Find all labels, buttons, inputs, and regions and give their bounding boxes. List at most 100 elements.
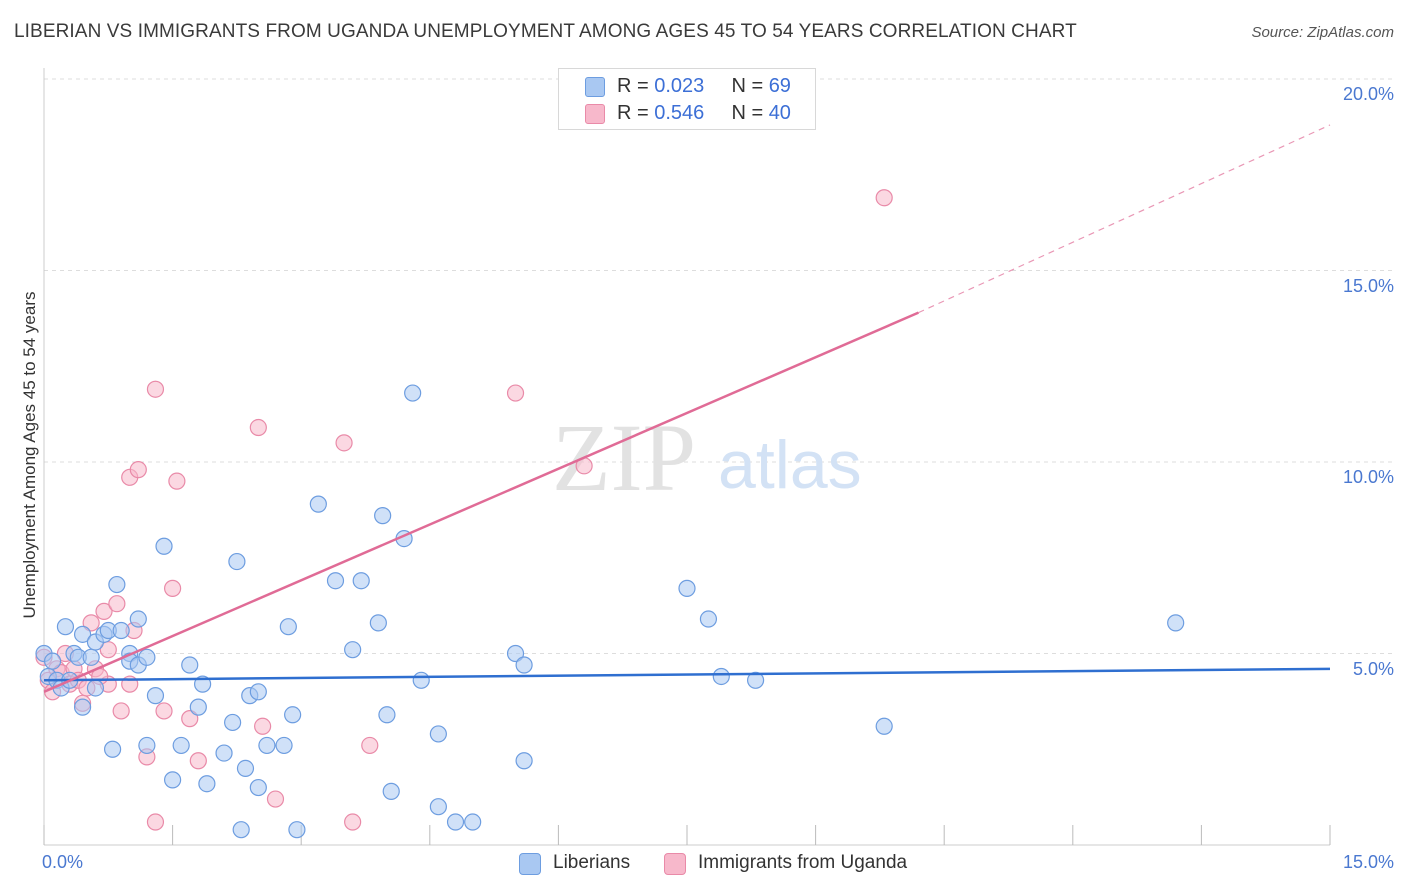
liberian-point [515, 656, 533, 674]
source-credit: Source: ZipAtlas.com [1251, 24, 1394, 41]
liberian-point [138, 648, 156, 666]
liberian-point [429, 798, 447, 816]
uganda-point [95, 602, 113, 620]
x-tick-label: 15.0% [1342, 852, 1394, 872]
grid-lines [44, 78, 1394, 654]
liberian-point [73, 625, 92, 643]
liberian-point [198, 775, 216, 793]
liberian-point [228, 552, 246, 571]
liberian-point [746, 671, 765, 689]
uganda-point [129, 461, 147, 479]
liberian-point [56, 618, 75, 636]
chart-title: LIBERIAN VS IMMIGRANTS FROM UGANDA UNEMP… [14, 21, 1077, 42]
liberian-point [309, 495, 327, 513]
y-tick-label: 5.0% [1352, 658, 1394, 679]
liberian-point [344, 641, 362, 659]
y-tick-label: 15.0% [1342, 275, 1394, 296]
liberians-trend-line [43, 667, 1331, 682]
liberian-point [146, 687, 165, 705]
liberian-point [249, 778, 267, 797]
correlation-legend: R = 0.023 N = 69 R = 0.546 N = 40 [558, 68, 816, 130]
uganda-point [108, 595, 126, 613]
uganda-point [189, 752, 207, 770]
liberian-point [374, 507, 392, 525]
uganda-point [266, 790, 285, 808]
legend-swatch-liberians [585, 77, 605, 97]
liberian-point [352, 572, 370, 590]
liberian-point [155, 537, 173, 555]
liberian-point [249, 683, 267, 701]
liberian-point [875, 717, 893, 735]
uganda-point [112, 702, 130, 720]
uganda-point [506, 384, 525, 402]
liberian-point [108, 575, 126, 594]
liberian-point [275, 736, 293, 755]
liberian-point [678, 579, 696, 597]
uganda-point [82, 614, 100, 632]
liberian-points [35, 384, 1185, 839]
uganda-trend-extension [918, 124, 1331, 314]
liberian-point [189, 698, 207, 716]
liberian-point [284, 706, 302, 724]
y-tick-label: 20.0% [1342, 84, 1394, 104]
bottom-legend-swatch-uganda [664, 853, 686, 875]
liberian-point [43, 652, 62, 670]
liberian-point [712, 667, 730, 686]
axes [43, 68, 1331, 846]
liberian-point [129, 610, 147, 628]
uganda-point [335, 434, 353, 452]
bottom-legend-swatch-liberians [519, 853, 541, 875]
liberian-point [103, 740, 122, 758]
watermark: ZIP atlas [552, 404, 862, 511]
watermark-atlas: atlas [718, 427, 862, 503]
liberian-point [404, 384, 422, 402]
liberian-point [258, 736, 276, 755]
y-tick-label: 10.0% [1342, 467, 1394, 487]
y-axis-label: Unemployment Among Ages 45 to 54 years [20, 291, 39, 619]
liberian-point [288, 821, 306, 839]
uganda-point [168, 472, 186, 490]
uganda-trend-line [43, 311, 919, 693]
legend-stats-liberians: R = 0.023 N = 69 [617, 75, 791, 97]
liberian-point [429, 725, 447, 743]
liberian-point [172, 736, 190, 755]
liberian-point [236, 759, 255, 778]
liberian-point [232, 821, 250, 839]
liberian-point [86, 679, 105, 697]
liberian-point [1167, 614, 1185, 632]
liberian-point [164, 771, 182, 789]
liberian-point [82, 648, 100, 666]
uganda-point [249, 418, 267, 437]
watermark-zip: ZIP [552, 404, 696, 511]
uganda-point [254, 717, 272, 735]
liberian-point [326, 572, 345, 590]
liberian-point [515, 752, 533, 770]
liberian-point [279, 618, 297, 636]
x-tick-label: 0.0% [42, 852, 84, 872]
liberian-point [464, 813, 482, 831]
liberian-point [224, 713, 242, 732]
trend-lines [43, 124, 1331, 693]
legend-swatch-uganda [585, 104, 605, 124]
liberian-point [112, 621, 130, 640]
uganda-point [875, 189, 893, 207]
liberian-point [138, 736, 156, 755]
liberian-point [382, 782, 400, 800]
uganda-point [146, 813, 165, 831]
uganda-point [155, 702, 173, 720]
liberian-point [369, 614, 387, 632]
uganda-point [344, 813, 362, 831]
uganda-point [146, 380, 165, 398]
uganda-point [361, 736, 379, 755]
liberian-point [412, 671, 430, 689]
liberian-point [215, 744, 233, 762]
liberian-point [506, 644, 525, 663]
liberian-point [699, 610, 718, 628]
liberian-point [446, 813, 465, 831]
legend-stats-uganda: R = 0.546 N = 40 [617, 102, 791, 124]
liberian-point [73, 698, 92, 716]
bottom-legend-label-liberians: Liberians [553, 852, 631, 873]
liberian-point [378, 706, 396, 724]
uganda-point [164, 579, 182, 597]
